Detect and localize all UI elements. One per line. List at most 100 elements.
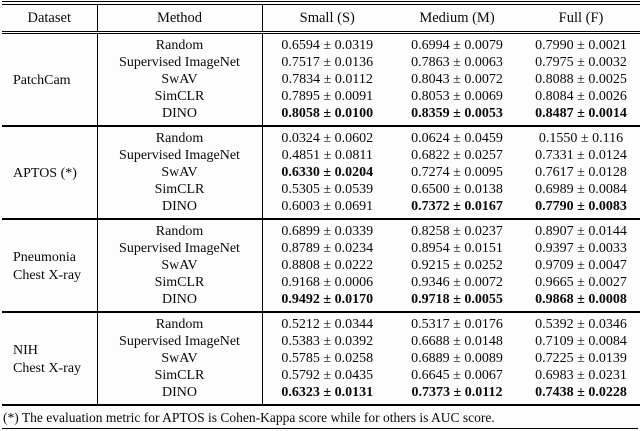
value-cell: 0.7834 ± 0.0112 [261,71,392,88]
bottom-rule [2,428,638,429]
value-cell: 0.7517 ± 0.0136 [261,54,392,71]
value-cell: 0.9709 ± 0.0047 [535,258,627,273]
value-cell: 0.0324 ± 0.0602 [261,125,392,147]
value-cell: 0.7863 ± 0.0063 [411,55,503,70]
value-cell: 0.9215 ± 0.0252 [411,258,503,273]
value-cell: 0.8084 ± 0.0026 [535,89,627,104]
table-row: SimCLR 0.5305 ± 0.0539 0.6500 ± 0.0138 0.69… [2,181,640,198]
value-cell: 0.8954 ± 0.0151 [411,241,503,256]
value-cell: 0.7975 ± 0.0032 [535,55,627,70]
value-cell: 0.7274 ± 0.0095 [411,165,503,180]
method-cell: Random [96,218,262,240]
dataset-cell: Pneumonia Chest X-ray [2,218,97,312]
method-cell: Supervised ImageNet [96,240,262,257]
value-cell: 0.8088 ± 0.0025 [535,72,627,87]
method-cell: Supervised ImageNet [96,54,262,71]
value-cell: 0.6500 ± 0.0138 [411,182,503,197]
value-cell: 0.9718 ± 0.0055 [411,292,503,307]
table-row: SwAV 0.5785 ± 0.0258 0.6889 ± 0.0089 0.7225… [2,350,640,367]
table-row: Supervised ImageNet 0.7517 ± 0.0136 0.7863… [2,54,640,71]
method-cell: SwAV [96,71,262,88]
value-cell: 0.8487 ± 0.0014 [535,106,627,121]
value-cell: 0.6645 ± 0.0067 [411,368,503,383]
value-cell: 0.7895 ± 0.0091 [261,88,392,105]
table-row: DINO 0.6003 ± 0.0691 0.7372 ± 0.0167 0.7790… [2,198,640,219]
col-header-full: Full (F) [522,3,640,34]
value-cell: 0.6688 ± 0.0148 [411,334,503,349]
footnote: (*) The evaluation metric for APTOS is C… [3,410,495,425]
table-row: DINO 0.9492 ± 0.0170 0.9718 ± 0.0055 0.9868… [2,291,640,312]
method-cell: Random [96,31,262,54]
value-cell: 0.6899 ± 0.0339 [261,218,392,240]
value-cell: 0.5212 ± 0.0344 [261,311,392,333]
value-cell: 0.6989 ± 0.0084 [535,182,627,197]
method-cell: SwAV [96,164,262,181]
value-cell: 0.9492 ± 0.0170 [261,291,392,312]
method-cell: SimCLR [96,274,262,291]
dataset-cell: APTOS (*) [2,125,97,219]
dataset-cell: PatchCam [2,31,97,126]
value-cell: 0.8258 ± 0.0237 [392,218,522,240]
value-cell: 0.6994 ± 0.0079 [392,31,522,54]
value-cell: 0.1550 ± 0.116 [522,125,640,147]
table-row: SimCLR 0.5792 ± 0.0435 0.6645 ± 0.0067 0.69… [2,367,640,384]
value-cell: 0.9168 ± 0.0006 [261,274,392,291]
table-row: PatchCam Random 0.6594 ± 0.0319 0.6994 ± 0.… [2,31,640,126]
method-cell: SimCLR [96,88,262,105]
method-cell: DINO [96,384,262,405]
method-cell: SwAV [96,257,262,274]
value-cell: 0.5383 ± 0.0392 [261,333,392,350]
method-cell: Supervised ImageNet [96,147,262,164]
method-cell: DINO [96,105,262,126]
table-row: SimCLR 0.7895 ± 0.0091 0.8053 ± 0.0069 0.80… [2,88,640,105]
value-cell: 0.8043 ± 0.0072 [411,72,503,87]
method-cell: SimCLR [96,181,262,198]
value-cell: 0.6003 ± 0.0691 [261,198,392,219]
value-cell: 0.8053 ± 0.0069 [411,89,503,104]
col-header-medium: Medium (M) [392,3,522,34]
value-cell: 0.7990 ± 0.0021 [522,31,640,54]
value-cell: 0.7790 ± 0.0083 [535,199,627,214]
value-cell: 0.5392 ± 0.0346 [522,311,640,333]
value-cell: 0.6983 ± 0.0231 [535,368,627,383]
method-cell: DINO [96,198,262,219]
table-row: DINO 0.8058 ± 0.0100 0.8359 ± 0.0053 0.8487… [2,105,640,126]
table-row: Supervised ImageNet 0.4851 ± 0.0811 0.6822… [2,147,640,164]
table-row: DINO 0.6323 ± 0.0131 0.7373 ± 0.0112 0.7438… [2,384,640,405]
table-row: Pneumonia Chest X-ray Random 0.6899 ± 0.03… [2,218,640,312]
value-cell: 0.6594 ± 0.0319 [261,31,392,54]
value-cell: 0.4851 ± 0.0811 [261,147,392,164]
method-cell: Random [96,311,262,333]
col-header-small: Small (S) [261,3,392,34]
value-cell: 0.9665 ± 0.0027 [535,275,627,290]
value-cell: 0.8907 ± 0.0144 [522,218,640,240]
value-cell: 0.9346 ± 0.0072 [411,275,503,290]
value-cell: 0.7373 ± 0.0112 [411,385,503,400]
table-row: Supervised ImageNet 0.8789 ± 0.0234 0.8954… [2,240,640,257]
table-body: PatchCam Random 0.6594 ± 0.0319 0.6994 ± 0.… [2,31,640,405]
table-row: SwAV 0.8808 ± 0.0222 0.9215 ± 0.0252 0.9709… [2,257,640,274]
value-cell: 0.7372 ± 0.0167 [411,199,503,214]
value-cell: 0.7109 ± 0.0084 [535,334,627,349]
value-cell: 0.6323 ± 0.0131 [261,384,392,405]
value-cell: 0.9397 ± 0.0033 [535,241,627,256]
value-cell: 0.8058 ± 0.0100 [261,105,392,126]
value-cell: 0.5785 ± 0.0258 [261,350,392,367]
results-table: Dataset Method Small (S) Medium (M) Full… [2,1,640,406]
value-cell: 0.5317 ± 0.0176 [392,311,522,333]
value-cell: 0.6822 ± 0.0257 [411,148,503,163]
table-row: SwAV 0.6330 ± 0.0204 0.7274 ± 0.0095 0.7617… [2,164,640,181]
value-cell: 0.0624 ± 0.0459 [392,125,522,147]
col-header-method: Method [96,3,262,34]
dataset-cell: NIH Chest X-ray [2,311,97,405]
col-header-dataset: Dataset [2,3,97,34]
value-cell: 0.8359 ± 0.0053 [411,106,503,121]
method-cell: DINO [96,291,262,312]
value-cell: 0.6889 ± 0.0089 [411,351,503,366]
value-cell: 0.5305 ± 0.0539 [261,181,392,198]
method-cell: SwAV [96,350,262,367]
value-cell: 0.7438 ± 0.0228 [535,385,627,400]
value-cell: 0.8808 ± 0.0222 [261,257,392,274]
value-cell: 0.8789 ± 0.0234 [261,240,392,257]
